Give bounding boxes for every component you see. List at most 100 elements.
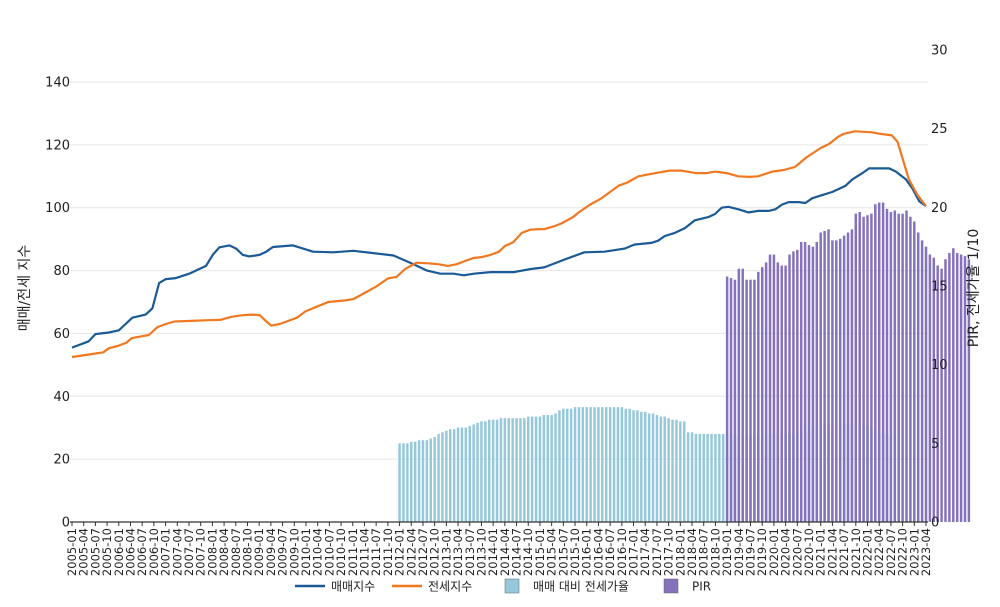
x-tick-label: 2006-04	[123, 528, 137, 576]
jeonse-ratio-bar	[530, 416, 534, 522]
bar-series	[398, 202, 971, 523]
pir-bar	[792, 251, 795, 523]
x-tick-label: 2008-04	[217, 528, 231, 576]
jeonse-ratio-bar	[472, 424, 475, 522]
x-tick-label: 2019-04	[732, 528, 746, 576]
x-tick-label: 2019-07	[744, 528, 758, 576]
x-tick-label: 2014-07	[510, 528, 524, 576]
x-tick-label: 2022-01	[861, 528, 875, 576]
pir-bar	[901, 213, 904, 523]
x-tick-label: 2005-10	[100, 528, 114, 576]
x-tick-label: 2007-07	[182, 528, 196, 576]
pir-bar	[815, 241, 819, 523]
jeonse-ratio-bar	[593, 407, 596, 522]
pir-bar	[733, 279, 737, 522]
x-tick-label: 2012-10	[428, 528, 442, 576]
left-y-tick-label: 20	[53, 453, 70, 468]
pir-bar	[881, 202, 885, 522]
jeonse-ratio-bar	[503, 418, 507, 522]
x-tick-label: 2015-10	[568, 528, 582, 576]
pir-bar	[729, 278, 733, 522]
jeonse-ratio-bar	[632, 410, 635, 522]
left-y-tick-label: 40	[53, 390, 70, 405]
jeonse-ratio-bar	[402, 443, 405, 522]
jeonse-ratio-bar	[534, 416, 538, 522]
pir-bar	[827, 229, 830, 523]
jeonse-ratio-bar	[491, 419, 495, 522]
x-tick-label: 2020-10	[802, 528, 816, 576]
jeonse-ratio-bar	[616, 407, 620, 522]
jeonse-ratio-bar	[417, 440, 421, 522]
x-tick-label: 2017-10	[662, 528, 676, 576]
x-tick-label: 2011-10	[381, 528, 395, 576]
x-tick-label: 2010-01	[299, 528, 313, 576]
x-tick-label: 2019-10	[755, 528, 769, 576]
jeonse-ratio-bar	[565, 408, 569, 522]
pir-bar	[955, 252, 959, 522]
jeonse-ratio-bar	[686, 432, 690, 522]
jeonse-ratio-bar	[667, 418, 670, 522]
x-tick-label: 2018-04	[685, 528, 699, 576]
line-series	[71, 130, 927, 359]
pir-bar	[753, 279, 756, 522]
x-tick-label: 2006-01	[112, 528, 126, 576]
x-tick-label: 2010-04	[311, 528, 325, 576]
x-tick-label: 2013-10	[474, 528, 488, 576]
x-tick-label: 2022-04	[872, 528, 886, 576]
left-y-tick-label: 120	[45, 138, 70, 153]
pir-bar	[842, 235, 846, 523]
x-tick-label: 2005-07	[88, 528, 102, 576]
right-y-tick-label: 30	[931, 44, 948, 59]
x-tick-label: 2012-01	[393, 528, 407, 576]
x-tick-label: 2021-07	[837, 528, 851, 576]
jeonse-ratio-bar	[511, 418, 514, 522]
x-tick-label: 2011-07	[369, 528, 383, 576]
jeonse-ratio-bar	[464, 427, 468, 522]
jeonse-ratio-bar	[542, 415, 546, 522]
jeonse-ratio-bar	[612, 407, 616, 522]
jeonse-ratio-bar	[675, 419, 678, 522]
pir-bar	[889, 212, 893, 522]
x-tick-label: 2014-04	[498, 528, 512, 576]
pir-bar	[924, 246, 928, 522]
jeonse-ratio-bar	[445, 430, 448, 522]
jeonse-ratio-bar	[410, 441, 413, 522]
jeonse-ratio-bar	[690, 432, 694, 522]
x-tick-label: 2007-01	[159, 528, 173, 576]
x-tick-label: 2008-01	[205, 528, 219, 576]
x-tick-label: 2018-10	[708, 528, 722, 576]
x-tick-label: 2005-04	[77, 528, 91, 576]
pir-bar	[776, 262, 780, 522]
x-tick-label: 2016-10	[615, 528, 629, 576]
jeonse-ratio-bar	[608, 407, 612, 522]
x-tick-label: 2021-01	[814, 528, 828, 576]
x-tick-label: 2013-07	[463, 528, 477, 576]
pir-bar	[772, 254, 776, 523]
x-tick-label: 2020-07	[790, 528, 804, 576]
x-tick-label: 2018-01	[673, 528, 687, 576]
jeonse-ratio-bar	[597, 407, 600, 522]
jeonse-ratio-bar	[433, 437, 436, 522]
pir-bar	[819, 232, 822, 523]
pir-bar	[749, 279, 752, 522]
jeonse-ratio-bar	[620, 407, 624, 522]
left-y-tick-label: 100	[45, 201, 70, 216]
x-tick-label: 2008-07	[229, 528, 243, 576]
pir-bar	[757, 271, 760, 522]
pir-bar	[835, 240, 838, 522]
x-tick-label: 2014-10	[521, 528, 535, 576]
jeonse-ratio-bar	[636, 410, 639, 522]
left-y-tick-label: 140	[45, 76, 70, 91]
jeonse-ratio-bar	[554, 413, 557, 522]
sale-index-line	[71, 167, 927, 349]
jeonse-ratio-bar	[694, 433, 698, 522]
jeonse-ratio-bar	[702, 433, 705, 522]
jeonse-ratio-bar	[452, 429, 456, 522]
x-tick-label: 2021-10	[849, 528, 863, 576]
pir-bar	[928, 254, 932, 523]
pir-bar	[799, 241, 803, 523]
jeonse-ratio-bar	[562, 408, 565, 522]
jeonse-ratio-bar	[484, 421, 487, 522]
x-tick-label: 2021-04	[825, 528, 839, 576]
